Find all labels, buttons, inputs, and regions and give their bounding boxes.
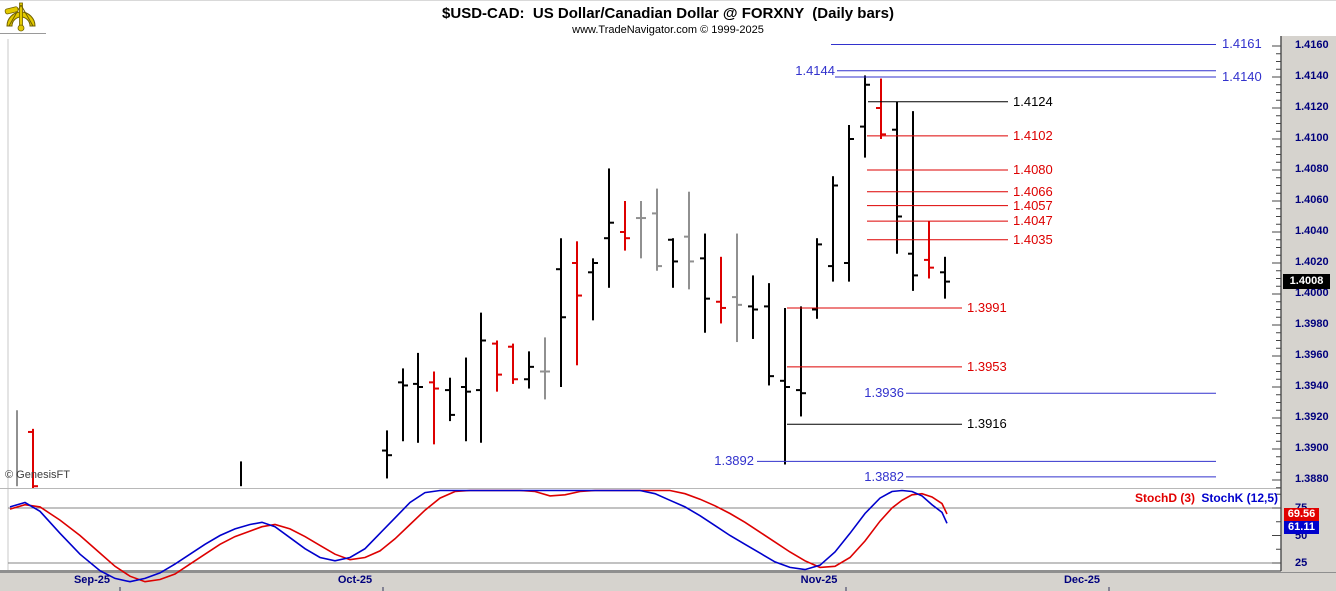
current-price-badge: 1.4008 [1283, 274, 1330, 289]
right-axis-strip [1281, 36, 1336, 591]
stochd-value-badge: 69.56 [1284, 508, 1319, 521]
genesisft-logo-icon [2, 2, 40, 38]
chart-subtitle: www.TradeNavigator.com © 1999-2025 [572, 24, 764, 36]
stochd-legend-label[interactable]: StochD (3) [1135, 491, 1195, 505]
stochk-legend-label[interactable]: StochK (12,5) [1201, 491, 1278, 505]
genesisft-copyright: © GenesisFT [5, 469, 70, 481]
stochk-value-badge: 61.11 [1284, 521, 1319, 534]
stochd-line [9, 489, 948, 583]
bottom-axis-strip [0, 572, 1336, 591]
chart-title: $USD-CAD: US Dollar/Canadian Dollar @ FO… [442, 5, 894, 22]
stochk-line [9, 489, 948, 583]
logo-underline [0, 33, 46, 34]
